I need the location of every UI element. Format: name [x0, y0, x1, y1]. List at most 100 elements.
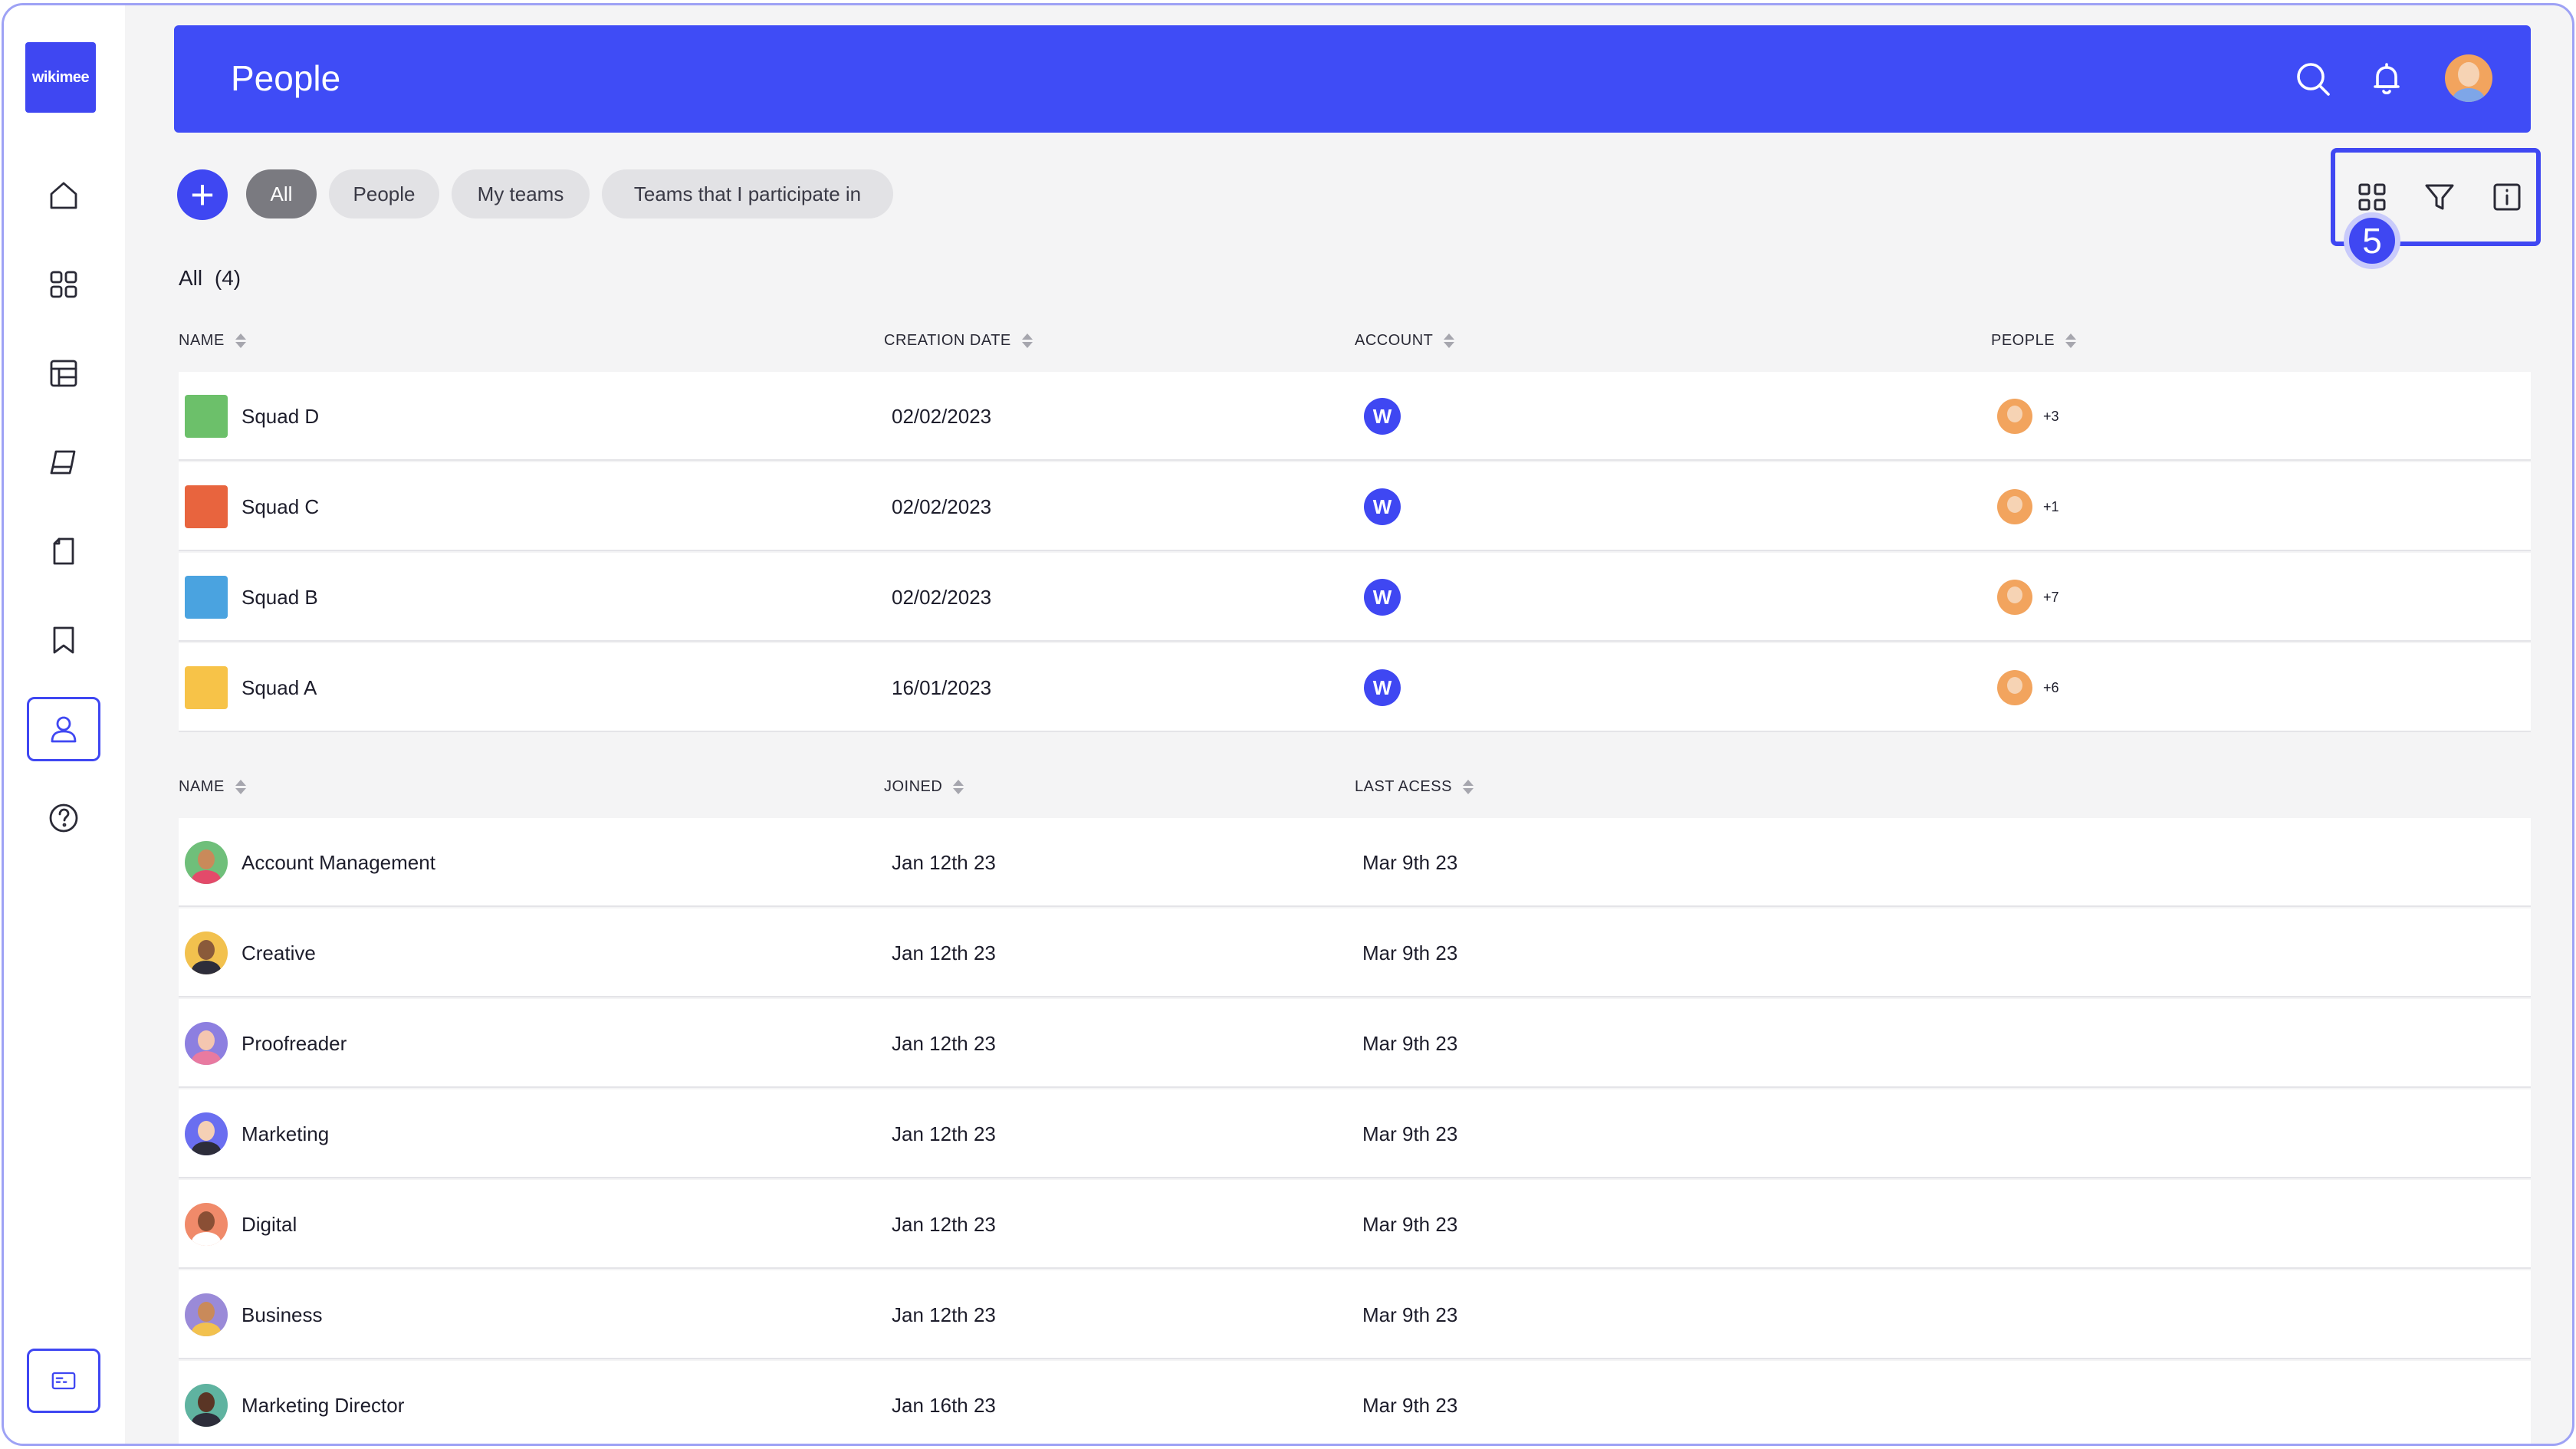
th-person-name-label: NAME	[179, 778, 225, 795]
person-avatar	[185, 1384, 228, 1427]
th-creation-date-label: CREATION DATE	[884, 332, 1011, 349]
filter-pill-my-teams[interactable]: My teams	[452, 169, 590, 219]
person-row[interactable]: Marketing Jan 12th 23 Mar 9th 23	[179, 1089, 2531, 1178]
list-count-title: All	[179, 266, 203, 290]
squad-c-icon	[185, 485, 228, 528]
th-account[interactable]: ACCOUNT	[1355, 332, 1455, 350]
person-row[interactable]: Digital Jan 12th 23 Mar 9th 23	[179, 1180, 2531, 1269]
app-window: wikimee People	[2, 3, 2574, 1446]
team-row[interactable]: Squad C 02/02/2023 W +1	[179, 462, 2531, 551]
person-name: Proofreader	[242, 1031, 347, 1055]
person-avatar	[185, 841, 228, 884]
person-name: Marketing	[242, 1122, 330, 1145]
account-cell: W	[1364, 643, 1401, 732]
th-last-access-label: LAST ACESS	[1355, 778, 1452, 795]
account-badge[interactable]: W	[1364, 488, 1401, 525]
th-name[interactable]: NAME	[179, 332, 246, 350]
team-date: 02/02/2023	[892, 495, 992, 518]
person-avatar	[185, 1112, 228, 1155]
squad-a-icon	[185, 666, 228, 709]
person-row[interactable]: Creative Jan 12th 23 Mar 9th 23	[179, 909, 2531, 997]
person-name-cell: Business	[185, 1270, 323, 1359]
page-header: People	[174, 25, 2531, 133]
step-badge: 5	[2344, 212, 2400, 269]
document-icon[interactable]	[27, 519, 100, 583]
squad-d-icon	[185, 395, 228, 438]
team-name: Squad D	[242, 404, 320, 428]
account-badge[interactable]: W	[1364, 579, 1401, 616]
filter-icon[interactable]	[2417, 174, 2463, 220]
th-last-access[interactable]: LAST ACESS	[1355, 778, 1474, 796]
person-name-cell: Proofreader	[185, 999, 347, 1088]
person-row[interactable]: Business Jan 12th 23 Mar 9th 23	[179, 1270, 2531, 1359]
team-name-cell: Squad D	[185, 372, 319, 461]
person-last-access: Mar 9th 23	[1362, 1212, 1458, 1236]
people-cell: +1	[1997, 462, 2059, 551]
cards-icon[interactable]	[27, 430, 100, 495]
account-badge[interactable]: W	[1364, 669, 1401, 706]
sort-icon[interactable]	[2065, 334, 2077, 348]
person-row[interactable]: Proofreader Jan 12th 23 Mar 9th 23	[179, 999, 2531, 1088]
sort-icon[interactable]	[235, 334, 246, 348]
filter-pill-teams-participate[interactable]: Teams that I participate in	[602, 169, 893, 219]
team-name-cell: Squad C	[185, 462, 319, 551]
person-row[interactable]: Marketing Director Jan 16th 23 Mar 9th 2…	[179, 1361, 2531, 1444]
person-joined: Jan 12th 23	[892, 1212, 996, 1236]
people-avatar	[1997, 670, 2032, 705]
person-name: Creative	[242, 941, 316, 964]
th-people[interactable]: PEOPLE	[1991, 332, 2077, 350]
person-joined: Jan 12th 23	[892, 850, 996, 874]
people-nav-icon[interactable]	[27, 697, 100, 761]
person-joined: Jan 12th 23	[892, 941, 996, 964]
info-icon[interactable]	[2484, 174, 2530, 220]
person-last-access: Mar 9th 23	[1362, 1393, 1458, 1417]
user-avatar[interactable]	[2445, 54, 2492, 102]
bookmark-icon[interactable]	[27, 608, 100, 672]
filter-pill-all[interactable]: All	[246, 169, 317, 219]
add-button[interactable]: +	[177, 169, 228, 220]
sort-icon[interactable]	[1021, 334, 1033, 348]
person-joined: Jan 12th 23	[892, 1303, 996, 1326]
bell-icon[interactable]	[2364, 56, 2410, 102]
card-id-icon[interactable]	[27, 1349, 100, 1413]
layout-icon[interactable]	[27, 341, 100, 406]
th-people-label: PEOPLE	[1991, 332, 2055, 349]
sidebar: wikimee	[4, 5, 125, 1444]
team-name-cell: Squad B	[185, 553, 318, 642]
team-name-cell: Squad A	[185, 643, 317, 732]
team-name: Squad C	[242, 495, 320, 518]
person-avatar	[185, 1293, 228, 1336]
team-row[interactable]: Squad D 02/02/2023 W +3	[179, 372, 2531, 461]
person-joined: Jan 12th 23	[892, 1031, 996, 1055]
dashboard-icon[interactable]	[27, 252, 100, 317]
person-avatar	[185, 1203, 228, 1246]
team-name: Squad B	[242, 585, 318, 609]
add-button-label: +	[190, 172, 215, 218]
person-last-access: Mar 9th 23	[1362, 1303, 1458, 1326]
team-row[interactable]: Squad A 16/01/2023 W +6	[179, 643, 2531, 732]
search-icon[interactable]	[2290, 56, 2336, 102]
filter-pill-people[interactable]: People	[329, 169, 439, 219]
person-avatar	[185, 932, 228, 974]
person-name-cell: Digital	[185, 1180, 297, 1269]
person-last-access: Mar 9th 23	[1362, 1031, 1458, 1055]
page-title: People	[231, 58, 341, 98]
team-name: Squad A	[242, 675, 317, 699]
person-row[interactable]: Account Management Jan 12th 23 Mar 9th 2…	[179, 818, 2531, 907]
sort-icon[interactable]	[1462, 780, 1474, 794]
sort-icon[interactable]	[1444, 334, 1455, 348]
help-icon[interactable]	[27, 786, 100, 850]
home-icon[interactable]	[27, 163, 100, 228]
grid-view-icon[interactable]	[2349, 174, 2395, 220]
th-person-name[interactable]: NAME	[179, 778, 246, 796]
person-name-cell: Creative	[185, 909, 316, 997]
wikimee-logo[interactable]: wikimee	[25, 42, 96, 113]
person-name: Business	[242, 1303, 323, 1326]
account-badge[interactable]: W	[1364, 398, 1401, 435]
sort-icon[interactable]	[235, 780, 246, 794]
team-row[interactable]: Squad B 02/02/2023 W +7	[179, 553, 2531, 642]
th-joined[interactable]: JOINED	[884, 778, 964, 796]
people-avatar	[1997, 399, 2032, 434]
sort-icon[interactable]	[953, 780, 964, 794]
th-creation-date[interactable]: CREATION DATE	[884, 332, 1033, 350]
